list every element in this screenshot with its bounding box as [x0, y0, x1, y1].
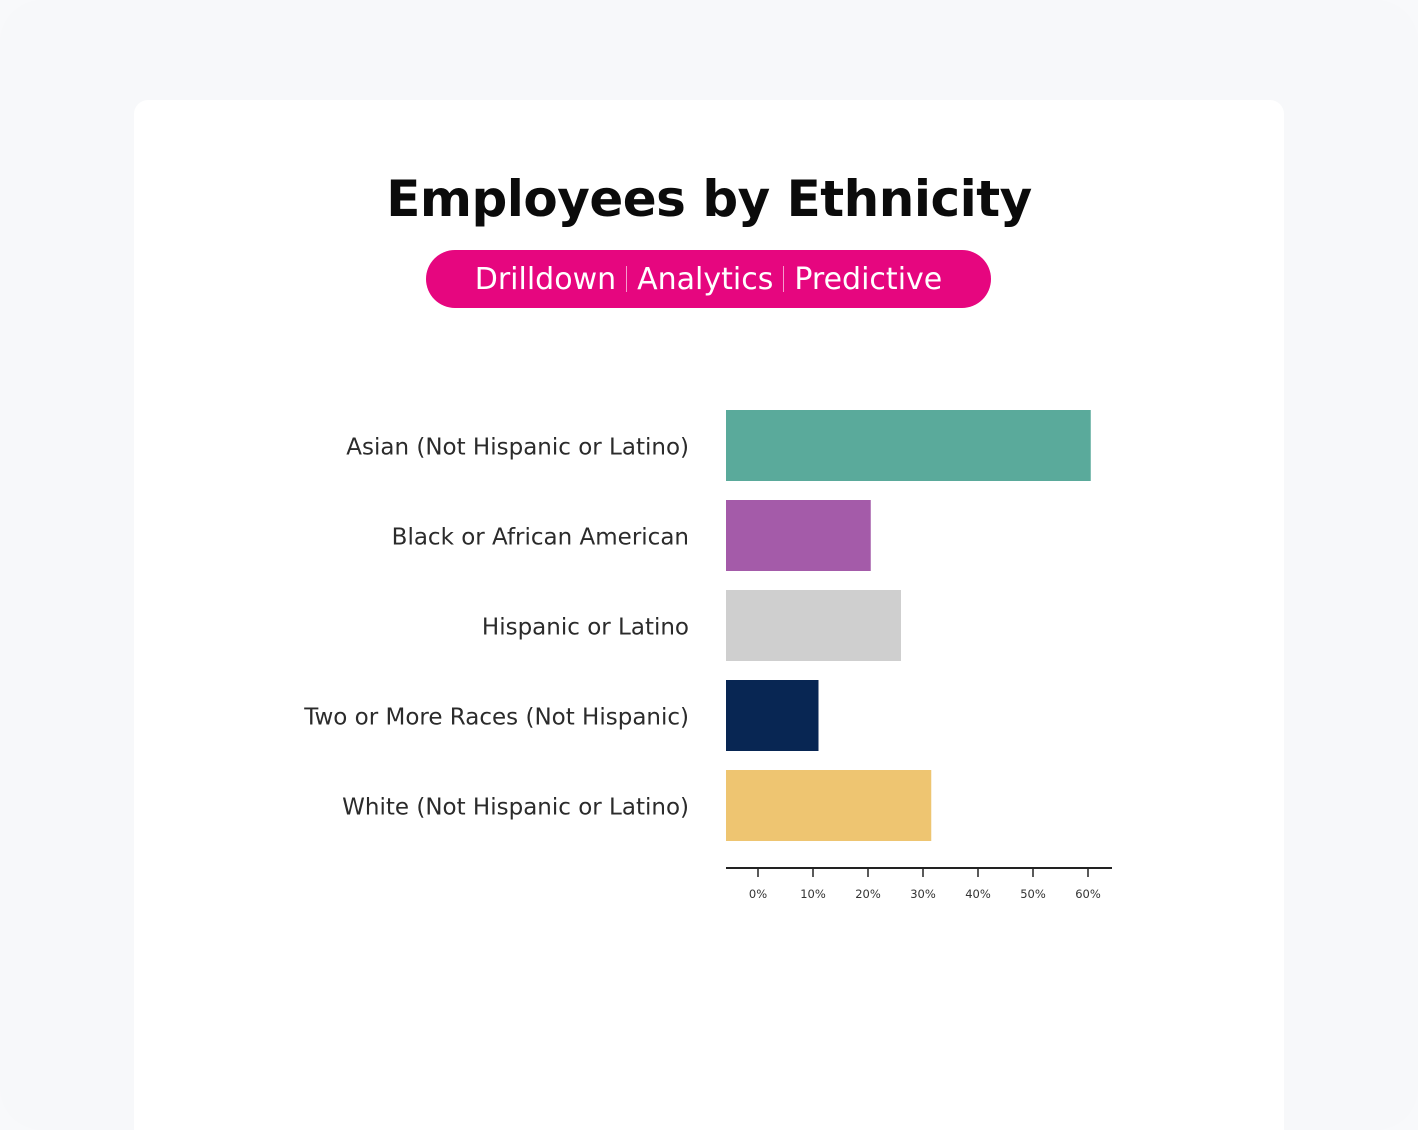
bar-0[interactable] — [726, 410, 1091, 481]
category-label: Two or More Races (Not Hispanic) — [303, 705, 689, 731]
x-tick-label: 40% — [965, 887, 991, 901]
page-title: Employees by Ethnicity — [386, 170, 1032, 228]
x-tick-label: 10% — [800, 887, 826, 901]
tag-drilldown[interactable]: Drilldown — [474, 261, 617, 297]
x-tick-label: 0% — [749, 887, 767, 901]
category-label: White (Not Hispanic or Latino) — [342, 795, 689, 821]
bar-2[interactable] — [726, 590, 901, 661]
bar-4[interactable] — [726, 770, 932, 841]
category-label: Hispanic or Latino — [482, 615, 689, 641]
tag-pill: Drilldown Analytics Predictive — [426, 250, 991, 308]
tag-divider — [783, 266, 785, 292]
tag-divider — [626, 266, 628, 292]
x-tick-label: 60% — [1075, 887, 1101, 901]
x-tick-label: 50% — [1020, 887, 1046, 901]
category-label: Asian (Not Hispanic or Latino) — [346, 435, 689, 461]
category-label: Black or African American — [392, 525, 689, 551]
tag-predictive[interactable]: Predictive — [794, 261, 943, 297]
x-tick-label: 30% — [910, 887, 936, 901]
x-tick-label: 20% — [855, 887, 881, 901]
bar-1[interactable] — [726, 500, 871, 571]
tag-analytics[interactable]: Analytics — [637, 261, 774, 297]
bar-3[interactable] — [726, 680, 819, 751]
